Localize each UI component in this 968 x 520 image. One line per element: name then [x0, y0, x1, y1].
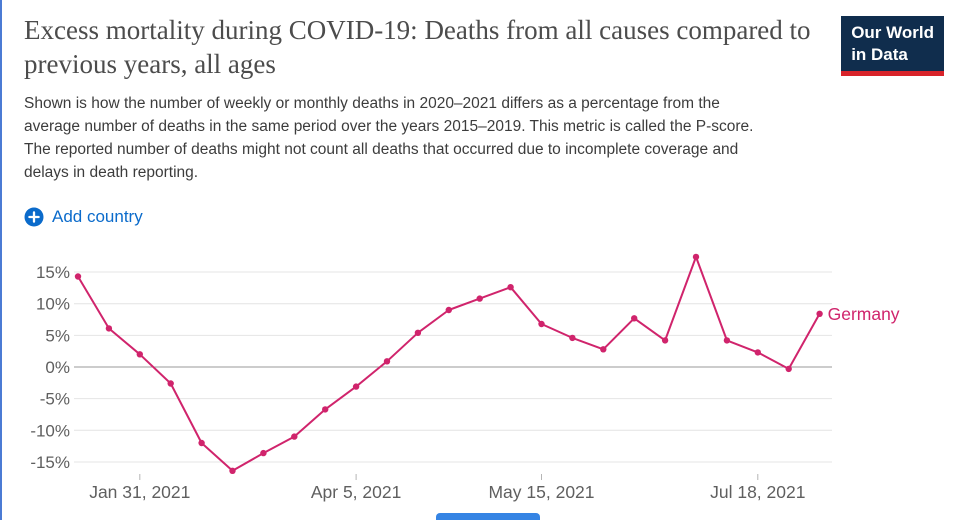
data-point[interactable]: [569, 334, 576, 341]
data-point[interactable]: [692, 253, 700, 260]
x-axis-tick-label: Jan 31, 2021: [89, 482, 190, 502]
data-point[interactable]: [260, 449, 267, 456]
window-left-edge: [0, 0, 2, 520]
data-point[interactable]: [538, 320, 545, 327]
y-axis-tick-label: -5%: [40, 389, 70, 408]
y-axis-tick-label: 10%: [36, 294, 70, 313]
data-point[interactable]: [785, 365, 792, 372]
logo-line1: Our World: [851, 23, 934, 42]
data-point[interactable]: [631, 314, 638, 321]
y-axis-tick-label: 5%: [45, 326, 70, 345]
y-axis-tick-label: 0%: [45, 358, 70, 377]
x-axis-tick-label: May 15, 2021: [488, 482, 594, 502]
data-point[interactable]: [229, 467, 236, 474]
data-point[interactable]: [754, 348, 761, 356]
chart-header: Excess mortality during COVID-19: Deaths…: [24, 14, 944, 185]
data-point[interactable]: [167, 379, 174, 387]
y-axis-tick-label: -10%: [30, 421, 70, 440]
data-point[interactable]: [198, 439, 205, 446]
data-point[interactable]: [661, 336, 669, 344]
series-label: Germany: [828, 303, 900, 323]
data-point[interactable]: [816, 310, 823, 317]
data-point[interactable]: [352, 382, 360, 390]
scrollbar-thumb[interactable]: [436, 513, 540, 520]
data-point[interactable]: [476, 294, 483, 302]
y-axis-tick-label: 15%: [36, 263, 70, 282]
data-point[interactable]: [105, 324, 113, 332]
chart-title-block: Excess mortality during COVID-19: Deaths…: [24, 14, 814, 185]
y-axis-tick-label: -15%: [30, 452, 70, 471]
line-chart[interactable]: 15% 10% 5% 0% -5% -10% -15% Jan 31, 2021 Apr 5, …: [24, 246, 944, 513]
chart-title: Excess mortality during COVID-19: Deaths…: [24, 15, 811, 79]
add-country-button[interactable]: Add country: [24, 207, 143, 227]
plus-circle-icon: [24, 207, 44, 226]
add-country-label: Add country: [52, 206, 143, 226]
line-chart-svg[interactable]: 15% 10% 5% 0% -5% -10% -15% Jan 31, 2021 Apr 5, …: [24, 246, 944, 508]
series-line[interactable]: [77, 255, 821, 472]
x-axis-tick-label: Jul 18, 2021: [710, 482, 805, 502]
data-point[interactable]: [600, 345, 607, 352]
data-point[interactable]: [322, 405, 329, 413]
data-point[interactable]: [414, 329, 422, 336]
data-point[interactable]: [136, 350, 143, 357]
data-point[interactable]: [445, 306, 452, 313]
owid-logo[interactable]: Our World in Data: [841, 16, 944, 77]
data-point[interactable]: [291, 432, 298, 440]
x-axis-tick-label: Apr 5, 2021: [311, 482, 401, 502]
data-point[interactable]: [74, 272, 82, 280]
data-point[interactable]: [507, 283, 514, 290]
chart-subtitle: Shown is how the number of weekly or mon…: [24, 94, 754, 182]
data-point[interactable]: [383, 357, 391, 364]
data-point[interactable]: [723, 336, 731, 344]
logo-line2: in Data: [851, 45, 908, 65]
